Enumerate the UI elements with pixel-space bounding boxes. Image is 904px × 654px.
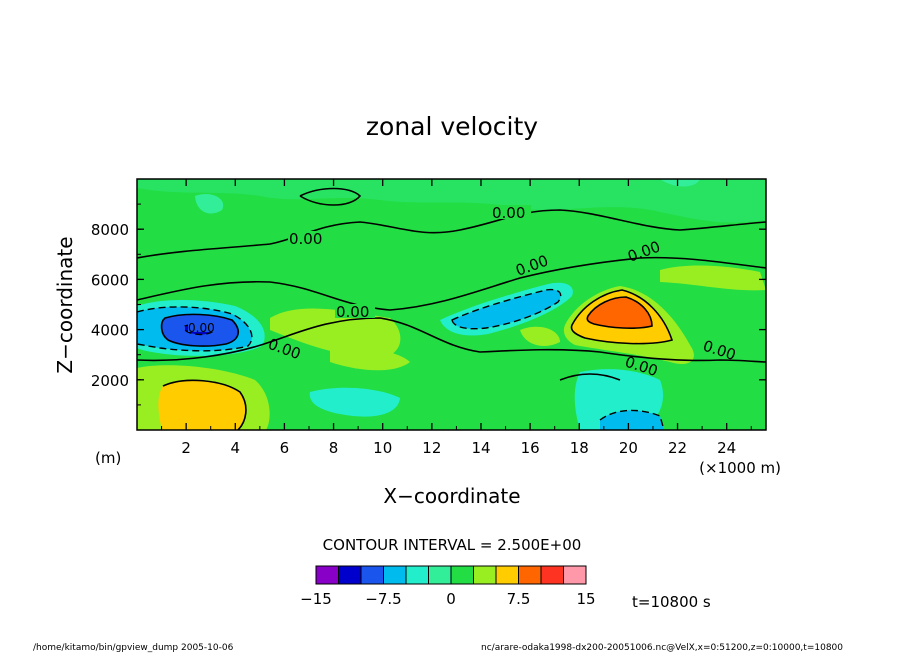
x-tick-label-6: 6 <box>280 439 290 457</box>
contour-line-upper-small <box>299 187 362 206</box>
colorbar-tick-label-0: −15 <box>300 590 332 608</box>
contour-band-cyan-topleft <box>195 193 224 214</box>
colorbar-tick-label-1: −7.5 <box>365 590 401 608</box>
x-axis-unit: (×1000 m) <box>699 459 781 477</box>
contour-band-cyan-topright <box>660 179 700 187</box>
footer-right: nc/arare-odaka1998-dx200-20051006.nc@Vel… <box>481 643 843 653</box>
contour-band-lightgreen-3 <box>660 265 766 291</box>
contour-line-surface <box>162 379 247 430</box>
y-tick-label-6000: 6000 <box>91 271 129 289</box>
colorbar-tick-label-3: 7.5 <box>507 590 531 608</box>
contour-label-9: 0.00 <box>188 321 215 335</box>
contour-line-zero-mid <box>137 256 766 311</box>
x-tick-label-10: 10 <box>373 439 392 457</box>
contour-band-lightgreen-2 <box>520 326 560 346</box>
y-axis-unit: (m) <box>95 449 121 467</box>
x-tick-label-20: 20 <box>619 439 638 457</box>
x-axis-title: X−coordinate <box>383 484 520 508</box>
contour-band-lightgreen-mid <box>270 308 401 359</box>
contour-line-left-jet-dashed <box>137 306 253 352</box>
colorbar-swatch-2 <box>360 565 384 585</box>
contour-line-right-jet-outer <box>570 289 674 345</box>
contour-band-2.5-upper <box>137 179 766 223</box>
colorbar-swatch-11 <box>563 565 587 585</box>
chart-title: zonal velocity <box>366 112 538 141</box>
contour-band-lightgreen-4 <box>330 347 410 371</box>
contour-line-surface-westward-dashed <box>599 409 665 430</box>
contour-line-right-jet-core <box>586 296 653 329</box>
colorbar-swatch-10 <box>540 565 564 585</box>
contour-band-mid-westward-core <box>452 289 561 329</box>
colorbar-swatch-7 <box>473 565 497 585</box>
colorbar: −15 −7.5 0 7.5 15 <box>300 565 596 608</box>
x-tick-label-2: 2 <box>181 439 191 457</box>
x-tick-label-14: 14 <box>471 439 490 457</box>
contour-band-surface-westward <box>600 410 664 430</box>
x-tick-label-24: 24 <box>717 439 736 457</box>
contour-band-surface-core <box>158 380 246 430</box>
time-label: t=10800 s <box>632 593 711 611</box>
colorbar-tick-label-4: 15 <box>576 590 595 608</box>
contour-line-surface-right <box>559 373 621 381</box>
plot-area: 0.00 0.00 0.00 0.00 0.00 0.00 0.00 0.00 … <box>91 178 767 457</box>
contour-label-1: 0.00 <box>289 230 322 248</box>
colorbar-swatch-5 <box>428 565 452 585</box>
colorbar-swatch-6 <box>450 565 474 585</box>
colorbar-tick-label-2: 0 <box>446 590 456 608</box>
colorbar-swatch-9 <box>518 565 542 585</box>
contour-band-right-jet-core <box>587 297 652 329</box>
contour-line-mid-westward-dashed <box>451 288 562 330</box>
x-tick-label-12: 12 <box>422 439 441 457</box>
y-tick-label-8000: 8000 <box>91 221 129 239</box>
y-axis-title: Z−coordinate <box>53 236 77 373</box>
colorbar-swatch-8 <box>495 565 519 585</box>
contour-band-cyan-bottom <box>309 387 400 417</box>
x-tick-label-16: 16 <box>521 439 540 457</box>
contour-lines <box>137 187 766 430</box>
contour-line-zero-upper <box>137 209 766 259</box>
colorbar-swatch-4 <box>405 565 429 585</box>
footer-left: /home/kitamo/bin/gpview_dump 2005-10-06 <box>33 643 234 653</box>
y-tick-label-4000: 4000 <box>91 322 129 340</box>
colorbar-swatch-0 <box>315 565 339 585</box>
y-tick-label-2000: 2000 <box>91 372 129 390</box>
contour-line-zero-lower <box>137 317 766 363</box>
x-tick-label-8: 8 <box>329 439 339 457</box>
contour-label-2: 0.00 <box>492 204 525 222</box>
colorbar-swatch-1 <box>338 565 362 585</box>
contour-line-left-jet-solid <box>160 313 239 347</box>
x-tick-label-22: 22 <box>668 439 687 457</box>
colorbar-swatch-3 <box>383 565 407 585</box>
x-tick-label-4: 4 <box>231 439 241 457</box>
x-tick-label-18: 18 <box>570 439 589 457</box>
contour-interval-label: CONTOUR INTERVAL = 2.500E+00 <box>323 536 582 554</box>
contour-label-3: 0.00 <box>336 303 369 321</box>
